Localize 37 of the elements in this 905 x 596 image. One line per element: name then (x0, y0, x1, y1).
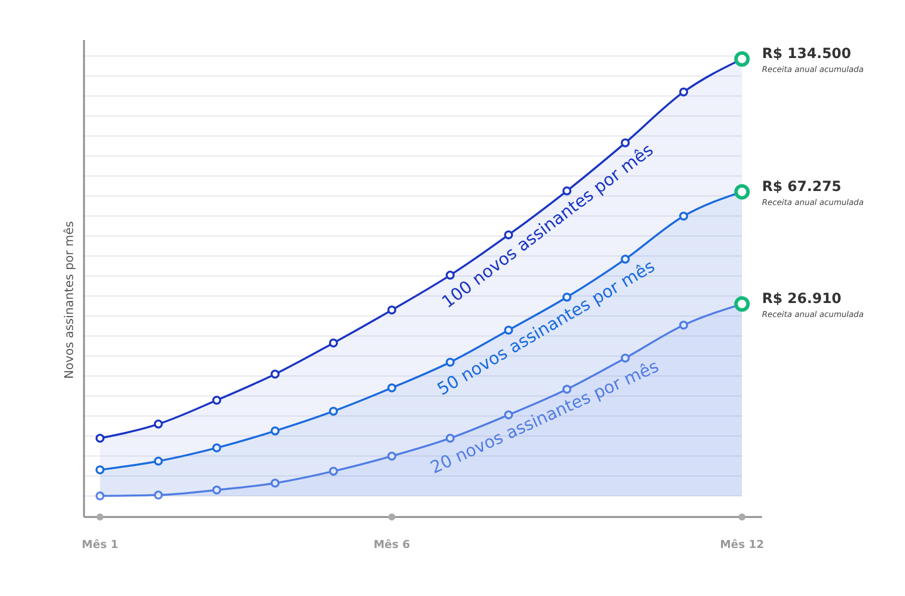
point (270, 478, 280, 488)
point (446, 358, 455, 367)
point (387, 383, 396, 392)
point (270, 370, 280, 379)
point (212, 443, 222, 452)
point (387, 452, 396, 461)
point (96, 434, 104, 443)
text: Receita anual acumulada (762, 198, 864, 207)
point (328, 466, 338, 476)
point (679, 87, 688, 96)
point (562, 384, 572, 394)
point (679, 320, 688, 330)
point (446, 434, 455, 443)
point (212, 396, 222, 405)
annotation: R$ 26.910 (762, 291, 842, 308)
point (154, 420, 163, 429)
annotation: R$ 67.275 (762, 178, 842, 195)
point (328, 406, 338, 416)
point (387, 305, 396, 314)
point (328, 338, 338, 348)
point (679, 212, 688, 221)
point (154, 490, 163, 500)
x-tick-label: Mês 1 (82, 538, 118, 551)
point (154, 456, 163, 466)
point (620, 354, 630, 363)
point (96, 465, 104, 474)
point (270, 426, 280, 436)
annotation: R$ 134.500 (762, 46, 852, 62)
text: Receita anual acumulada (762, 65, 864, 74)
y-axis-title: Novos assinantes por mês (62, 221, 76, 379)
point (446, 270, 455, 280)
point (96, 491, 104, 500)
text: Receita anual acumulada (762, 310, 864, 320)
point (212, 485, 222, 494)
x-tick-label: Mês 12 (720, 538, 764, 551)
point (504, 230, 514, 240)
x-tick-label: Mês 6 (374, 538, 410, 551)
